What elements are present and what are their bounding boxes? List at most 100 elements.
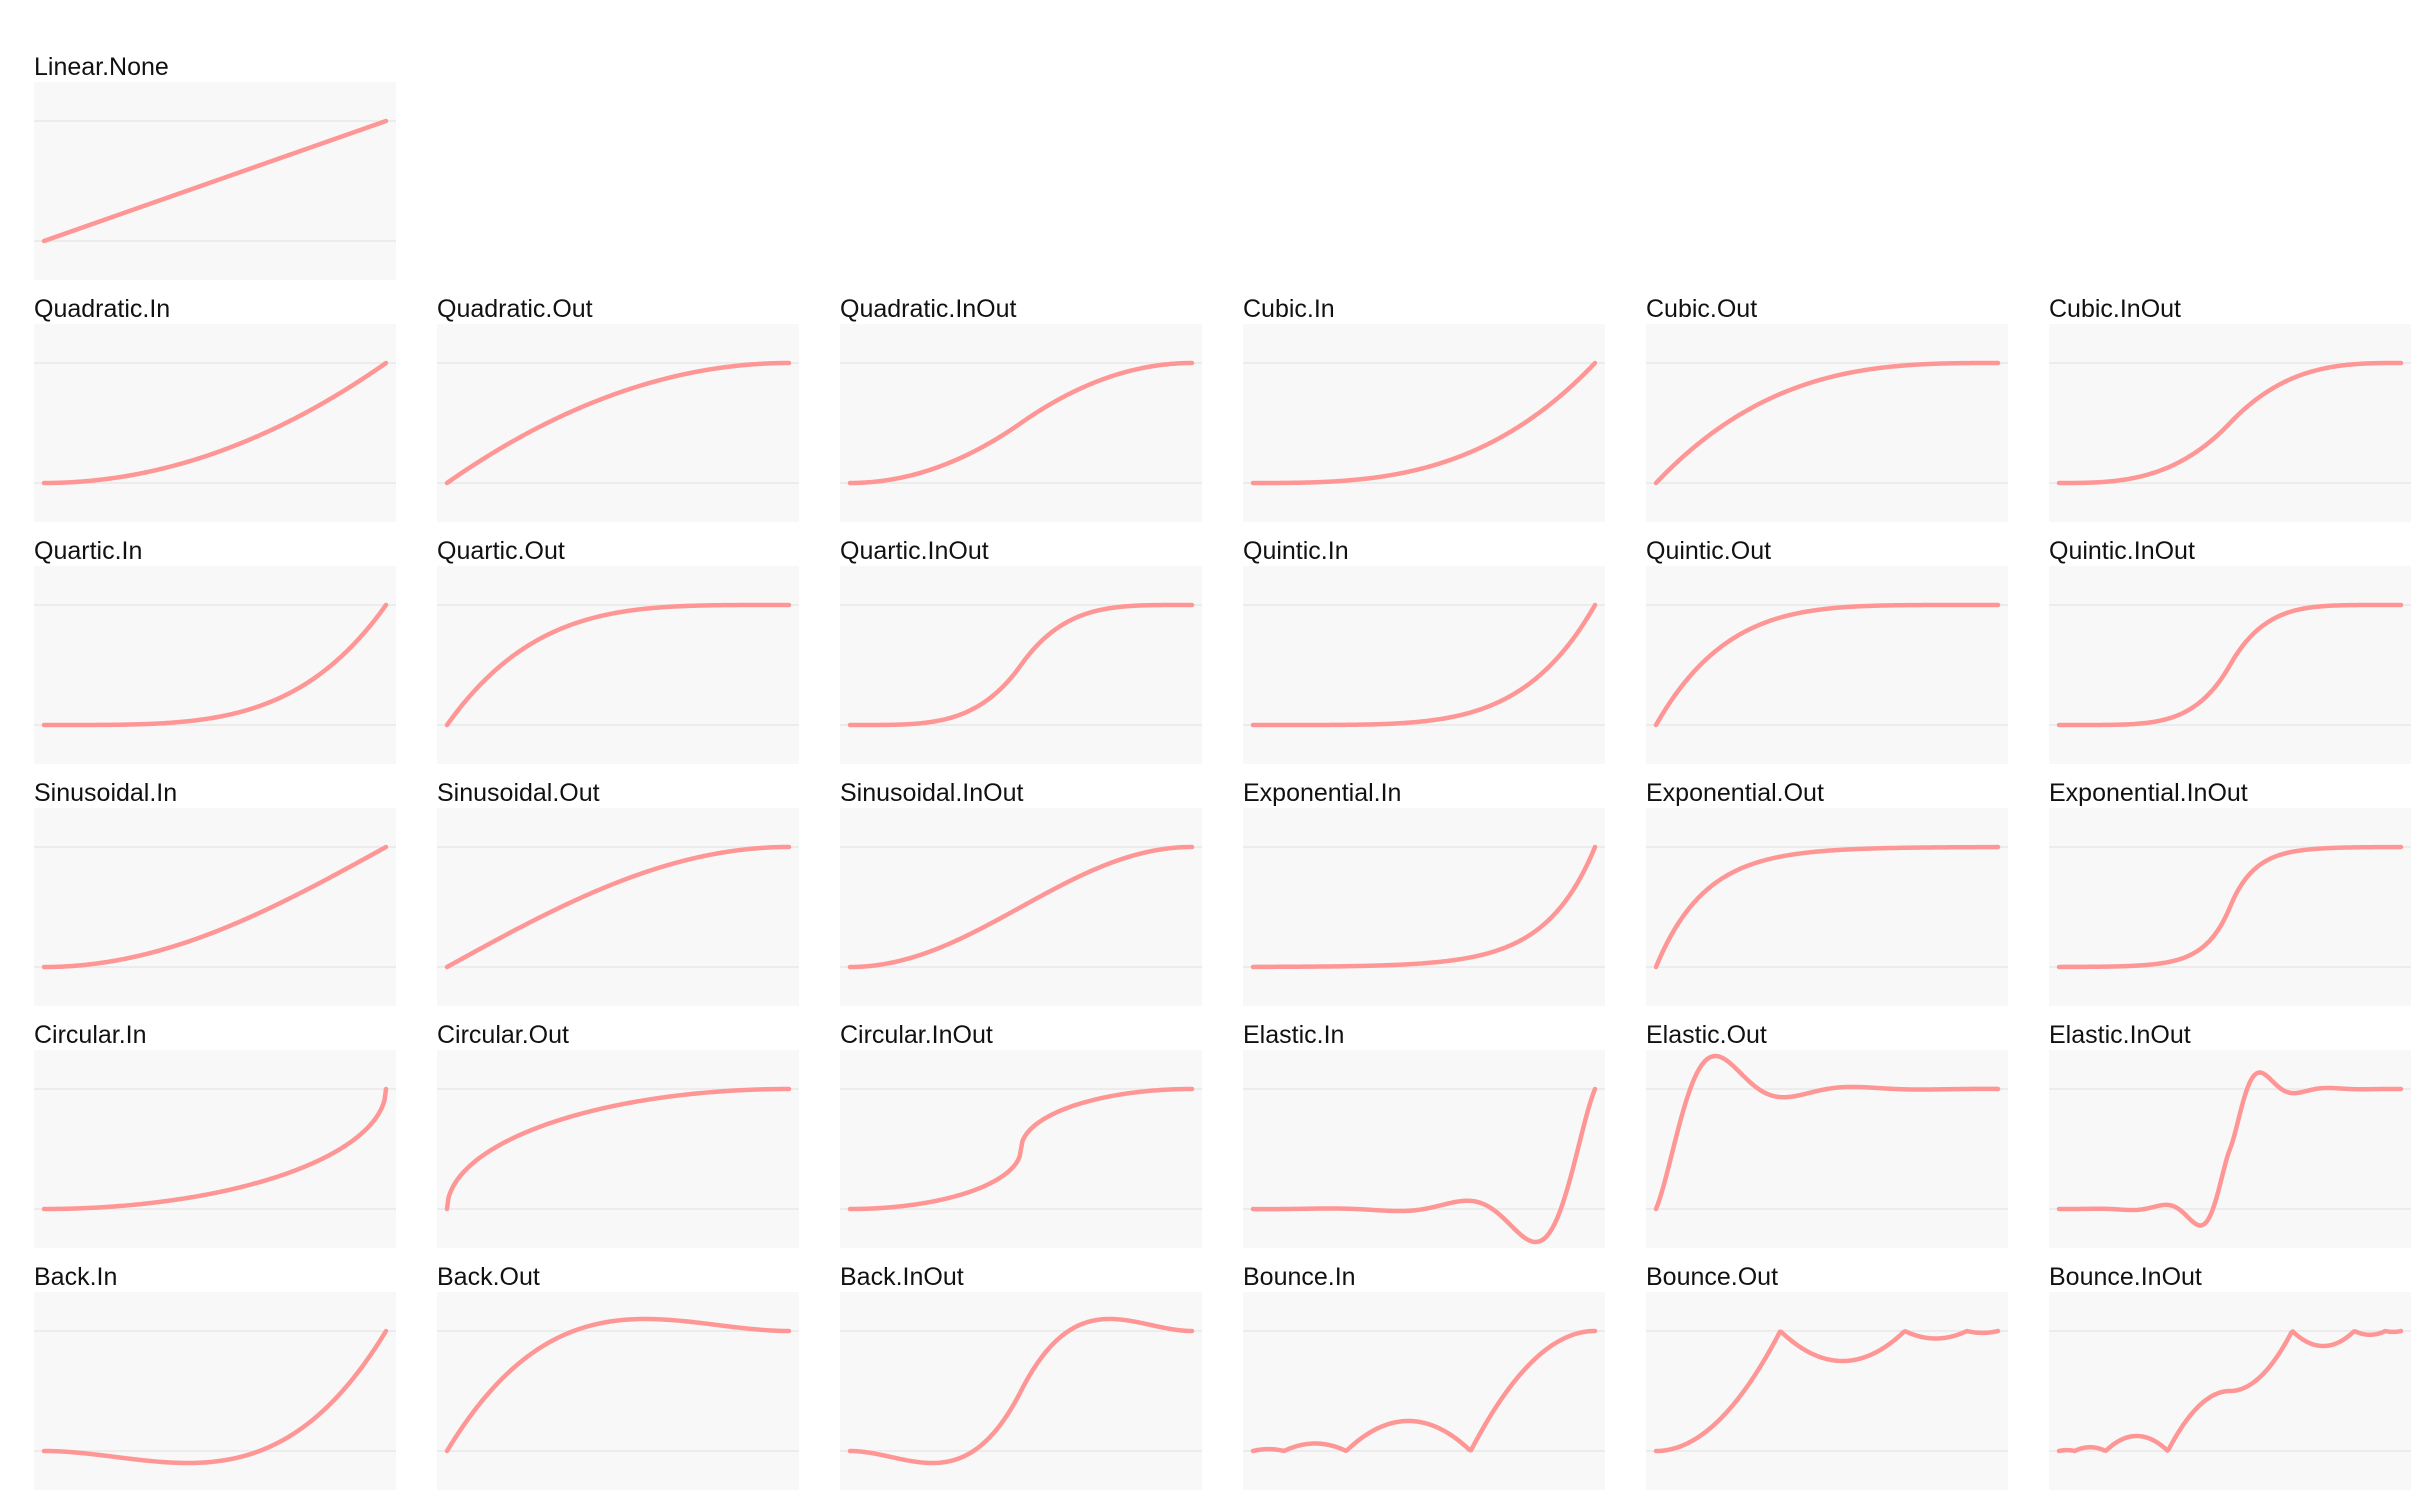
series-line-quintic-out [1653, 602, 2001, 728]
series-line-circular-in [41, 1086, 389, 1212]
chart-panel-quartic-out: Quartic.Out [437, 536, 799, 776]
chart-panel-bounce-out: Bounce.Out [1646, 1262, 2008, 1502]
chart-plot-quintic-inout [2049, 566, 2411, 764]
chart-title: Bounce.In [1243, 1263, 1356, 1291]
chart-panel-exponential-inout: Exponential.InOut [2049, 778, 2411, 1018]
chart-title: Elastic.Out [1646, 1021, 1767, 1049]
series-line-exponential-inout [2056, 844, 2404, 970]
plot-background [1243, 324, 1605, 522]
series-line-quadratic-inout [847, 360, 1195, 486]
chart-plot-quartic-out [437, 566, 799, 764]
chart-title: Sinusoidal.InOut [840, 779, 1024, 807]
chart-panel-quintic-inout: Quintic.InOut [2049, 536, 2411, 776]
chart-panel-bounce-inout: Bounce.InOut [2049, 1262, 2411, 1502]
chart-plot-sinusoidal-in [34, 808, 396, 1006]
chart-panel-bounce-in: Bounce.In [1243, 1262, 1605, 1502]
chart-plot-circular-out [437, 1050, 799, 1248]
chart-plot-back-inout [840, 1292, 1202, 1490]
series-line-quadratic-in [41, 360, 389, 486]
chart-panel-quadratic-in: Quadratic.In [34, 294, 396, 534]
chart-title: Quadratic.In [34, 295, 171, 323]
chart-plot-cubic-out [1646, 324, 2008, 522]
chart-title: Back.In [34, 1263, 118, 1291]
series-line-bounce-out [1653, 1328, 2001, 1454]
chart-plot-exponential-in [1243, 808, 1605, 1006]
series-line-elastic-in [1250, 1086, 1598, 1245]
chart-title: Sinusoidal.In [34, 779, 178, 807]
series-line-cubic-out [1653, 360, 2001, 486]
series-line-circular-inout [847, 1086, 1195, 1212]
chart-panel-elastic-in: Elastic.In [1243, 1020, 1605, 1260]
series-line-quintic-in [1250, 602, 1598, 728]
chart-plot-sinusoidal-out [437, 808, 799, 1006]
plot-background [437, 1292, 799, 1490]
series-line-elastic-out [1653, 1053, 2001, 1212]
chart-plot-quartic-inout [840, 566, 1202, 764]
chart-plot-circular-inout [840, 1050, 1202, 1248]
chart-title: Quintic.Out [1646, 537, 1772, 565]
chart-panel-cubic-inout: Cubic.InOut [2049, 294, 2411, 534]
chart-panel-quadratic-inout: Quadratic.InOut [840, 294, 1202, 534]
chart-panel-sinusoidal-in: Sinusoidal.In [34, 778, 396, 1018]
plot-background [1243, 566, 1605, 764]
plot-background [34, 1292, 396, 1490]
chart-panel-circular-in: Circular.In [34, 1020, 396, 1260]
plot-background [437, 1050, 799, 1248]
chart-plot-elastic-in [1243, 1050, 1605, 1248]
chart-title: Cubic.In [1243, 295, 1335, 323]
chart-panel-back-in: Back.In [34, 1262, 396, 1502]
series-line-circular-out [444, 1086, 792, 1212]
chart-title: Quintic.In [1243, 537, 1349, 565]
series-line-sinusoidal-in [41, 844, 389, 970]
chart-plot-circular-in [34, 1050, 396, 1248]
plot-background [437, 808, 799, 1006]
chart-panel-back-inout: Back.InOut [840, 1262, 1202, 1502]
chart-plot-bounce-out [1646, 1292, 2008, 1490]
series-line-sinusoidal-inout [847, 844, 1195, 970]
chart-plot-bounce-in [1243, 1292, 1605, 1490]
chart-title: Quartic.In [34, 537, 143, 565]
series-line-quartic-out [444, 602, 792, 728]
chart-panel-circular-out: Circular.Out [437, 1020, 799, 1260]
chart-plot-sinusoidal-inout [840, 808, 1202, 1006]
series-line-cubic-inout [2056, 360, 2404, 486]
series-line-exponential-out [1653, 844, 2001, 970]
plot-background [34, 808, 396, 1006]
chart-title: Elastic.In [1243, 1021, 1345, 1049]
chart-title: Back.InOut [840, 1263, 964, 1291]
chart-panel-quintic-out: Quintic.Out [1646, 536, 2008, 776]
chart-plot-quadratic-out [437, 324, 799, 522]
plot-background [1646, 808, 2008, 1006]
chart-panel-quintic-in: Quintic.In [1243, 536, 1605, 776]
chart-panel-circular-inout: Circular.InOut [840, 1020, 1202, 1260]
chart-title: Exponential.In [1243, 779, 1402, 807]
chart-title: Cubic.Out [1646, 295, 1758, 323]
series-line-elastic-inout [2056, 1070, 2404, 1228]
chart-plot-back-in [34, 1292, 396, 1490]
chart-panel-linear-none: Linear.None [34, 52, 396, 292]
chart-panel-exponential-in: Exponential.In [1243, 778, 1605, 1018]
chart-title: Exponential.InOut [2049, 779, 2248, 807]
chart-panel-exponential-out: Exponential.Out [1646, 778, 2008, 1018]
plot-background [1243, 808, 1605, 1006]
chart-plot-linear-none [34, 82, 396, 280]
series-line-cubic-in [1250, 360, 1598, 486]
plot-background [437, 324, 799, 522]
plot-background [1646, 1292, 2008, 1490]
series-line-linear-none [41, 118, 389, 244]
series-line-quadratic-out [444, 360, 792, 486]
chart-panel-elastic-out: Elastic.Out [1646, 1020, 2008, 1260]
series-line-exponential-in [1250, 844, 1598, 970]
chart-panel-sinusoidal-inout: Sinusoidal.InOut [840, 778, 1202, 1018]
plot-background [34, 1050, 396, 1248]
chart-plot-bounce-inout [2049, 1292, 2411, 1490]
series-line-bounce-in [1250, 1328, 1598, 1454]
series-line-back-out [444, 1316, 792, 1454]
chart-plot-exponential-inout [2049, 808, 2411, 1006]
chart-title: Quadratic.Out [437, 295, 593, 323]
chart-title: Bounce.Out [1646, 1263, 1779, 1291]
chart-title: Circular.Out [437, 1021, 569, 1049]
series-line-back-in [41, 1328, 389, 1466]
plot-background [1243, 1292, 1605, 1490]
